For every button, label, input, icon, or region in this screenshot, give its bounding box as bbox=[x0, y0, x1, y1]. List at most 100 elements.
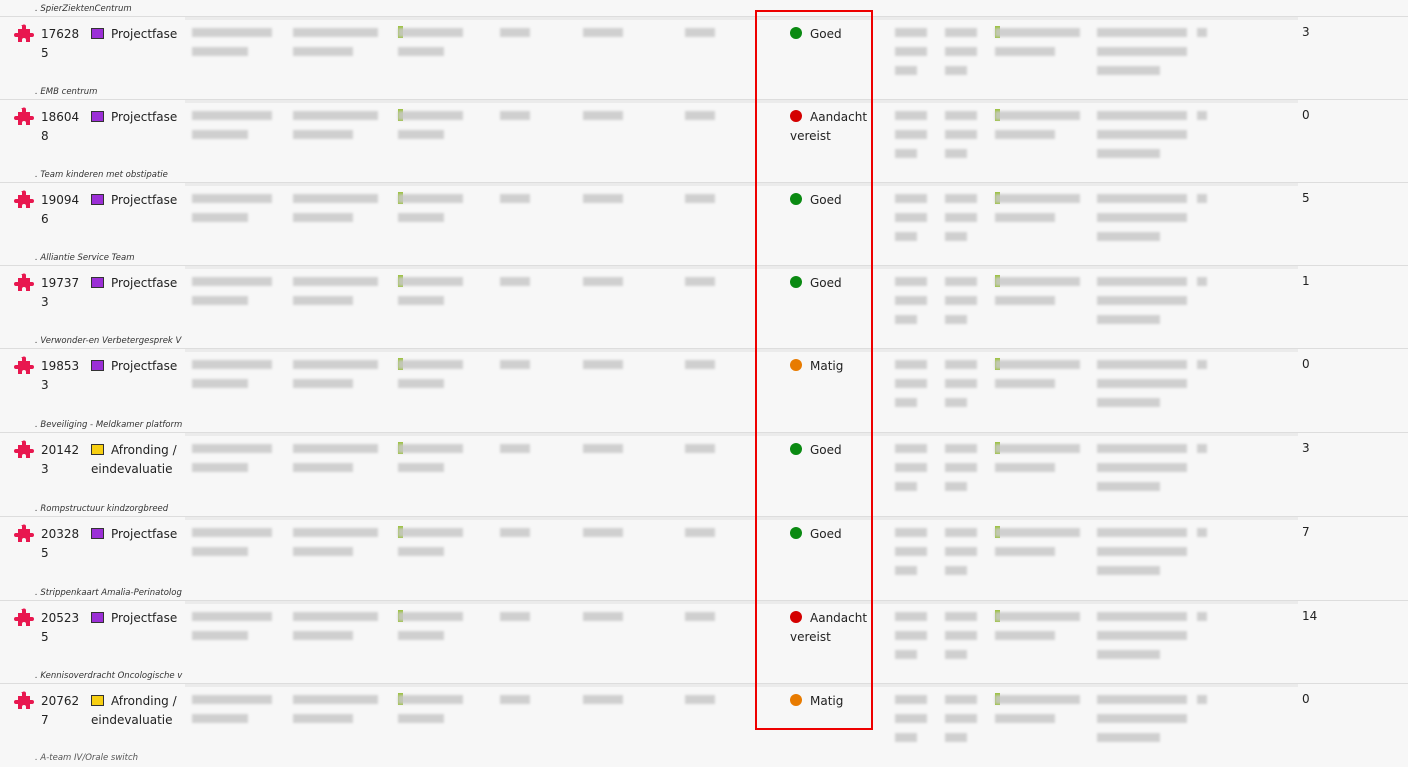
puzzle-icon bbox=[14, 107, 34, 125]
project-id[interactable]: 198533 bbox=[41, 359, 80, 392]
project-id[interactable]: 176285 bbox=[41, 27, 80, 60]
redacted-cell bbox=[293, 612, 378, 650]
status-dot-icon bbox=[790, 359, 802, 371]
redacted-cell bbox=[945, 528, 977, 585]
redacted-cell bbox=[995, 275, 1080, 315]
redacted-cell bbox=[398, 109, 463, 149]
row-shade bbox=[185, 433, 1298, 436]
redacted-cell bbox=[398, 610, 463, 650]
project-id[interactable]: 205235 bbox=[41, 611, 80, 644]
redacted-cell bbox=[192, 28, 272, 66]
status-label: Goed bbox=[810, 276, 842, 290]
puzzle-icon bbox=[14, 190, 34, 208]
redacted-cell bbox=[192, 612, 272, 650]
group-label: . Beveiliging - Meldkamer platform bbox=[35, 420, 183, 430]
redacted-cell bbox=[583, 528, 623, 547]
redacted-cell bbox=[192, 277, 272, 315]
redacted-cell bbox=[500, 111, 530, 130]
phase-color-square bbox=[91, 695, 104, 706]
redacted-cell bbox=[583, 111, 623, 130]
group-label: . Kennisoverdracht Oncologische v bbox=[35, 671, 183, 681]
redacted-cell bbox=[895, 277, 927, 334]
table-row[interactable]: . Alliantie Service Team 197373 Projectf… bbox=[0, 253, 1408, 349]
table-row[interactable]: . EMB centrum 186048 Projectfase Aandach… bbox=[0, 87, 1408, 183]
row-divider bbox=[0, 265, 1408, 266]
table-row[interactable]: . Strippenkaart Amalia-Perinatolog 20523… bbox=[0, 588, 1408, 684]
redacted-cell bbox=[293, 194, 378, 232]
project-id[interactable]: 207627 bbox=[41, 694, 80, 727]
redacted-cell bbox=[685, 444, 715, 463]
group-label: . Team kinderen met obstipatie bbox=[35, 170, 168, 180]
table-row[interactable]: . Verwonder-en Verbetergesprek V 198533 … bbox=[0, 336, 1408, 432]
table-row[interactable]: . SpierZiektenCentrum 176285 Projectfase… bbox=[0, 4, 1408, 100]
row-divider bbox=[0, 600, 1408, 601]
table-row[interactable]: . Team kinderen met obstipatie 190946 Pr… bbox=[0, 170, 1408, 266]
table-row[interactable]: . Rompstructuur kindzorgbreed 203285 Pro… bbox=[0, 504, 1408, 600]
redacted-cell bbox=[1197, 612, 1207, 631]
count-value: 7 bbox=[1302, 525, 1310, 539]
status-label: Aandacht vereist bbox=[790, 110, 868, 143]
status-dot-icon bbox=[790, 276, 802, 288]
group-label: . EMB centrum bbox=[35, 87, 98, 97]
project-id[interactable]: 197373 bbox=[41, 276, 80, 309]
count-value: 3 bbox=[1302, 25, 1310, 39]
redacted-cell bbox=[500, 528, 530, 547]
redacted-cell bbox=[685, 528, 715, 547]
group-label: . A-team IV/Orale switch bbox=[35, 753, 139, 763]
project-id[interactable]: 186048 bbox=[41, 110, 80, 143]
redacted-cell bbox=[192, 194, 272, 232]
status-dot-icon bbox=[790, 27, 802, 39]
redacted-cell bbox=[895, 528, 927, 585]
status-column-highlight bbox=[755, 10, 873, 730]
puzzle-icon bbox=[14, 524, 34, 542]
project-id[interactable]: 190946 bbox=[41, 193, 80, 226]
phase-label: Projectfase bbox=[111, 276, 178, 290]
redacted-cell bbox=[995, 109, 1080, 149]
redacted-cell bbox=[398, 526, 463, 566]
redacted-cell bbox=[293, 28, 378, 66]
group-label: . Strippenkaart Amalia-Perinatolog bbox=[35, 588, 182, 598]
redacted-cell bbox=[895, 612, 927, 669]
row-shade bbox=[185, 183, 1298, 186]
redacted-cell bbox=[995, 358, 1080, 398]
redacted-cell bbox=[685, 28, 715, 47]
redacted-cell bbox=[685, 612, 715, 631]
redacted-cell bbox=[895, 444, 927, 501]
table-row[interactable]: . Beveiliging - Meldkamer platform 20142… bbox=[0, 420, 1408, 516]
redacted-cell bbox=[995, 442, 1080, 482]
redacted-cell bbox=[398, 358, 463, 398]
redacted-cell bbox=[945, 612, 977, 669]
row-shade bbox=[185, 17, 1298, 20]
redacted-cell bbox=[398, 442, 463, 482]
phase-color-square bbox=[91, 194, 104, 205]
phase-color-square bbox=[91, 612, 104, 623]
redacted-cell bbox=[1197, 360, 1207, 379]
redacted-cell bbox=[1097, 28, 1187, 85]
redacted-cell bbox=[995, 26, 1080, 66]
phase-label: Afronding / eindevaluatie bbox=[91, 443, 177, 476]
row-shade bbox=[185, 517, 1298, 520]
redacted-cell bbox=[945, 28, 977, 85]
project-id[interactable]: 203285 bbox=[41, 527, 80, 560]
status-label: Matig bbox=[810, 359, 844, 373]
redacted-cell bbox=[995, 526, 1080, 566]
redacted-cell bbox=[1197, 528, 1207, 547]
redacted-cell bbox=[995, 693, 1080, 733]
redacted-cell bbox=[500, 28, 530, 47]
redacted-cell bbox=[945, 111, 977, 168]
puzzle-icon bbox=[14, 356, 34, 374]
redacted-cell bbox=[685, 277, 715, 296]
row-shade bbox=[185, 266, 1298, 269]
row-divider bbox=[0, 182, 1408, 183]
phase-color-square bbox=[91, 528, 104, 539]
project-id[interactable]: 201423 bbox=[41, 443, 80, 476]
redacted-cell bbox=[1097, 528, 1187, 585]
redacted-cell bbox=[1097, 277, 1187, 334]
count-value: 0 bbox=[1302, 108, 1310, 122]
status-label: Goed bbox=[810, 443, 842, 457]
table-row[interactable]: . Kennisoverdracht Oncologische v 207627… bbox=[0, 671, 1408, 767]
redacted-cell bbox=[895, 695, 927, 752]
redacted-cell bbox=[583, 695, 623, 714]
status-label: Goed bbox=[810, 193, 842, 207]
redacted-cell bbox=[583, 277, 623, 296]
